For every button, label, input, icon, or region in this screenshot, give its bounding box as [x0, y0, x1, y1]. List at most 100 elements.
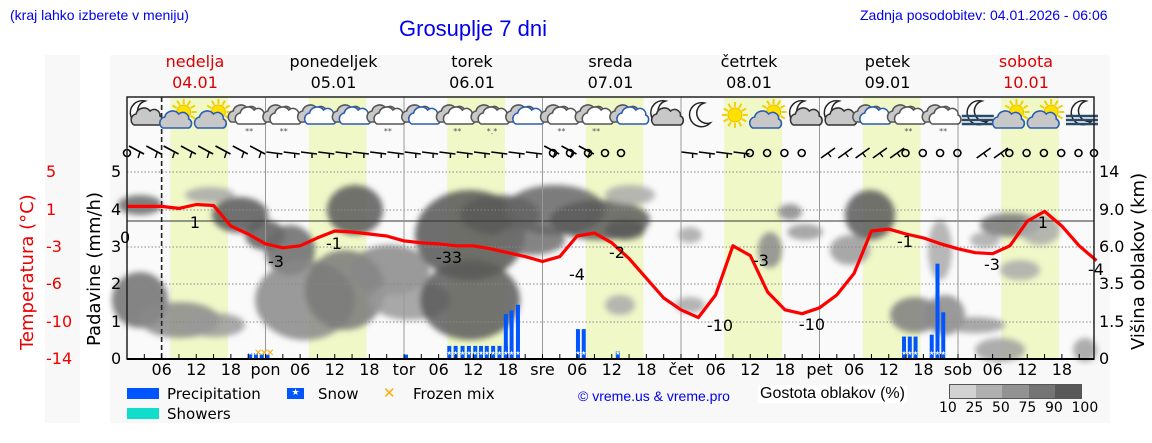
x-tick-16: 06 [705, 360, 726, 379]
x-tick-22: 18 [913, 360, 934, 379]
cloud-icon [296, 104, 338, 125]
day-name-0: nedelja [165, 52, 225, 71]
day-date-2: 06.01 [449, 73, 495, 92]
svg-text:★: ★ [490, 350, 495, 357]
cloud-snow-icon: ** [539, 104, 580, 136]
cloud-snow-icon: ** [435, 104, 476, 136]
legend-showers-swatch [127, 408, 159, 419]
svg-text:-1: -1 [897, 232, 913, 251]
left-axis-panel [45, 55, 80, 423]
menu-hint[interactable]: (kraj lahko izberete v meniju) [10, 7, 189, 23]
wind-barbs-row [122, 145, 1099, 159]
height-tick-2: 6.0 [1099, 237, 1125, 256]
x-tick-10: 18 [497, 360, 519, 379]
precip-tick-4: 1 [111, 312, 122, 331]
precip-tick-3: 2 [111, 274, 122, 293]
density-tick-3: 75 [1018, 400, 1037, 416]
day-name-5: petek [864, 52, 911, 71]
temperature-labels: 1 -3 -1 -33 -4 -2 -10 -3 -10 -1 -3 1 -4 [190, 213, 1104, 335]
svg-text:★: ★ [247, 350, 252, 357]
daylight-bands [170, 97, 1059, 359]
sun-cloud-icon [159, 99, 197, 129]
svg-text:★: ★ [478, 350, 483, 357]
night-cloudy-icon [129, 99, 164, 126]
x-tick-6: 18 [359, 360, 380, 379]
copyright-link[interactable]: © vreme.us & vreme.pro [578, 388, 730, 404]
night-cloudy-icon [788, 99, 823, 126]
x-tick-7: tor [392, 360, 416, 379]
x-tick-3: pon [250, 360, 281, 379]
x-tick-13: 12 [601, 360, 622, 379]
svg-text:★: ★ [935, 350, 940, 357]
density-tick-5: 100 [1071, 400, 1099, 416]
svg-text:★: ★ [913, 350, 918, 357]
svg-text:✕: ✕ [254, 348, 262, 359]
svg-text:-4: -4 [1088, 260, 1104, 279]
svg-text:★: ★ [941, 350, 946, 357]
night-fog-icon [961, 99, 994, 126]
svg-text:★: ★ [907, 350, 912, 357]
svg-text:★: ★ [460, 350, 465, 357]
x-tick-14: 18 [636, 360, 657, 379]
x-tick-2: 18 [220, 360, 242, 379]
height-tick-0: 14 [1099, 162, 1120, 181]
svg-text:★: ★ [447, 350, 452, 357]
svg-text:★: ★ [259, 350, 264, 357]
temperature-axis-label: Temperatura (°C) [17, 194, 38, 350]
height-tick-3: 3.5 [1099, 274, 1125, 293]
svg-text:★: ★ [581, 350, 586, 357]
x-tick-21: 12 [878, 360, 899, 379]
night-fog-icon [1065, 99, 1098, 126]
day-name-4: četrtek [720, 52, 778, 71]
svg-text:★: ★ [901, 350, 906, 357]
x-tick-26: 18 [1051, 360, 1073, 379]
svg-text:**: ** [453, 127, 461, 136]
svg-text:★: ★ [509, 350, 514, 357]
svg-text:✕: ✕ [266, 348, 274, 359]
svg-text:**: ** [245, 127, 253, 136]
temperature-line [127, 202, 1098, 320]
frozen-mix-icon: ✕ [383, 384, 396, 402]
density-tick-2: 50 [992, 400, 1010, 416]
legend-snow-label: Snow [318, 385, 359, 403]
svg-text:**: ** [280, 127, 288, 136]
day-name-3: sreda [588, 52, 633, 71]
svg-text:-10: -10 [799, 315, 825, 334]
svg-text:★: ★ [484, 350, 489, 357]
svg-text:1: 1 [1038, 213, 1048, 232]
svg-text:★: ★ [503, 350, 508, 357]
cloud-icon [400, 104, 442, 125]
legend-precipitation-label: Precipitation [167, 385, 261, 403]
temp-tick-0: 5 [46, 162, 57, 181]
svg-text:-2: -2 [609, 243, 625, 262]
precip-tick-1: 4 [111, 200, 122, 219]
x-tick-20: 06 [843, 360, 865, 379]
height-tick-1: 9.0 [1099, 200, 1125, 219]
svg-text:**: ** [904, 127, 912, 136]
precip-axis-label: Padavine (mm/h) [84, 192, 105, 346]
svg-text:**: ** [384, 127, 392, 136]
x-tick-15: čet [668, 360, 694, 379]
x-tick-17: 12 [740, 360, 761, 379]
weather-icons-row: ** ** ** ** *.* ** ** ** ** [129, 99, 1098, 136]
svg-text:★: ★ [615, 350, 620, 357]
x-tick-24: 06 [982, 360, 1003, 379]
night-cloudy-icon [650, 99, 685, 126]
svg-text:1: 1 [190, 213, 200, 232]
sun-cloud-icon [748, 99, 787, 129]
temp-tick-4: -10 [46, 312, 73, 331]
density-tick-0: 10 [939, 400, 957, 416]
x-tick-11: sre [530, 360, 555, 379]
legend-snow-swatch: ★ [287, 388, 304, 399]
precip-tick-2: 3 [111, 237, 122, 256]
svg-text:★: ★ [453, 350, 458, 357]
svg-text:★: ★ [403, 350, 408, 357]
svg-text:-3: -3 [753, 251, 769, 270]
cloud-density-scale [949, 384, 1082, 399]
svg-text:★: ★ [265, 350, 270, 357]
x-tick-9: 12 [463, 360, 484, 379]
x-tick-23: sob [943, 360, 973, 379]
x-tick-18: 18 [774, 360, 796, 379]
last-update: Zadnja posodobitev: 04.01.2026 - 06:06 [860, 7, 1108, 23]
